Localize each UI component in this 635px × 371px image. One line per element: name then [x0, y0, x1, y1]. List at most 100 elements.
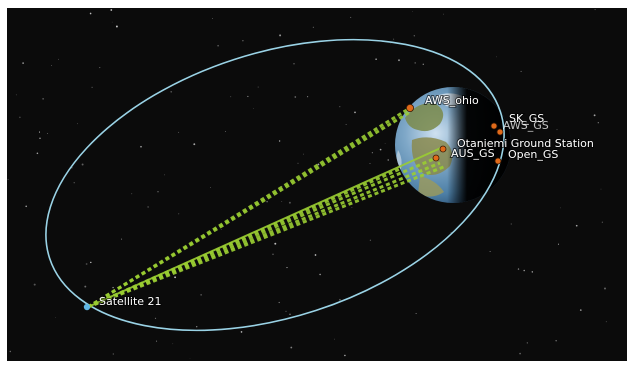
star	[555, 340, 557, 342]
star	[253, 108, 254, 109]
star	[339, 106, 341, 108]
star	[230, 96, 232, 98]
star	[39, 137, 41, 139]
star	[174, 276, 177, 279]
star	[351, 207, 353, 208]
space-background	[7, 8, 627, 361]
star	[344, 354, 346, 357]
star	[489, 251, 491, 253]
star	[496, 56, 498, 58]
star	[242, 40, 244, 42]
star	[288, 201, 291, 204]
satellite-label: Satellite 21	[99, 295, 162, 308]
star	[89, 12, 92, 15]
star	[42, 98, 44, 100]
star	[210, 187, 211, 188]
star	[290, 346, 293, 349]
star	[224, 131, 226, 132]
star	[334, 338, 335, 340]
station-label-open-gs: Open_GS	[508, 148, 558, 161]
ground-station-marker-icon[interactable]	[432, 154, 440, 162]
star	[412, 11, 413, 13]
star	[519, 352, 521, 355]
star	[601, 221, 603, 223]
star	[85, 263, 88, 265]
star	[33, 283, 36, 286]
star	[279, 34, 282, 37]
orbit-path[interactable]	[9, 0, 541, 367]
star	[217, 44, 219, 47]
star	[350, 16, 352, 18]
star	[90, 261, 92, 264]
star	[526, 342, 528, 344]
star	[240, 331, 243, 333]
star	[604, 287, 606, 290]
star	[345, 124, 347, 126]
star	[543, 153, 545, 155]
star	[387, 159, 389, 161]
star	[189, 358, 191, 359]
ground-station-marker-icon[interactable]	[494, 157, 502, 165]
star	[36, 152, 39, 155]
star	[131, 193, 133, 195]
star	[266, 200, 268, 203]
star	[73, 182, 75, 184]
earth[interactable]	[395, 87, 511, 203]
star	[19, 116, 21, 119]
star	[593, 114, 596, 117]
starfield	[7, 9, 607, 359]
star	[77, 123, 78, 125]
star	[600, 188, 602, 190]
ground-station-marker-icon[interactable]	[490, 122, 498, 130]
star	[390, 43, 392, 45]
star	[319, 273, 321, 276]
ground-station-marker-icon[interactable]	[405, 104, 414, 113]
star	[178, 213, 180, 215]
star	[172, 343, 174, 345]
star	[140, 145, 142, 148]
star	[178, 131, 180, 133]
star	[99, 67, 101, 69]
ground-station-marker-icon[interactable]	[439, 145, 447, 153]
star	[211, 18, 213, 19]
star	[247, 95, 249, 97]
star	[531, 271, 533, 273]
star	[200, 294, 202, 296]
link-line	[87, 166, 403, 309]
star	[556, 129, 558, 131]
star	[339, 298, 341, 301]
star	[286, 267, 288, 269]
star	[278, 140, 281, 142]
star	[575, 224, 578, 227]
star	[597, 122, 599, 124]
star	[147, 206, 149, 208]
star	[38, 131, 41, 133]
station-label-aws-ohio: AWS_ohio	[425, 94, 479, 107]
link-line	[87, 164, 447, 309]
star	[278, 301, 280, 304]
star	[22, 62, 24, 64]
star	[7, 178, 9, 181]
station-label-aus-gs: AUS_GS	[451, 147, 495, 160]
star	[393, 38, 395, 40]
ground-station-marker-icon[interactable]	[496, 128, 504, 136]
star	[170, 90, 173, 93]
star	[25, 205, 27, 208]
star	[55, 317, 57, 318]
star	[594, 9, 596, 11]
star	[443, 13, 444, 15]
satellite-marker-icon[interactable]	[83, 303, 91, 311]
star	[384, 143, 386, 144]
star	[317, 163, 320, 166]
star	[379, 148, 382, 151]
star	[195, 325, 198, 328]
star	[415, 312, 417, 314]
star	[157, 191, 159, 193]
star	[47, 133, 49, 134]
star	[523, 269, 525, 272]
star	[520, 70, 522, 72]
star	[414, 62, 416, 64]
satellite-21[interactable]: Satellite 21	[83, 294, 163, 311]
